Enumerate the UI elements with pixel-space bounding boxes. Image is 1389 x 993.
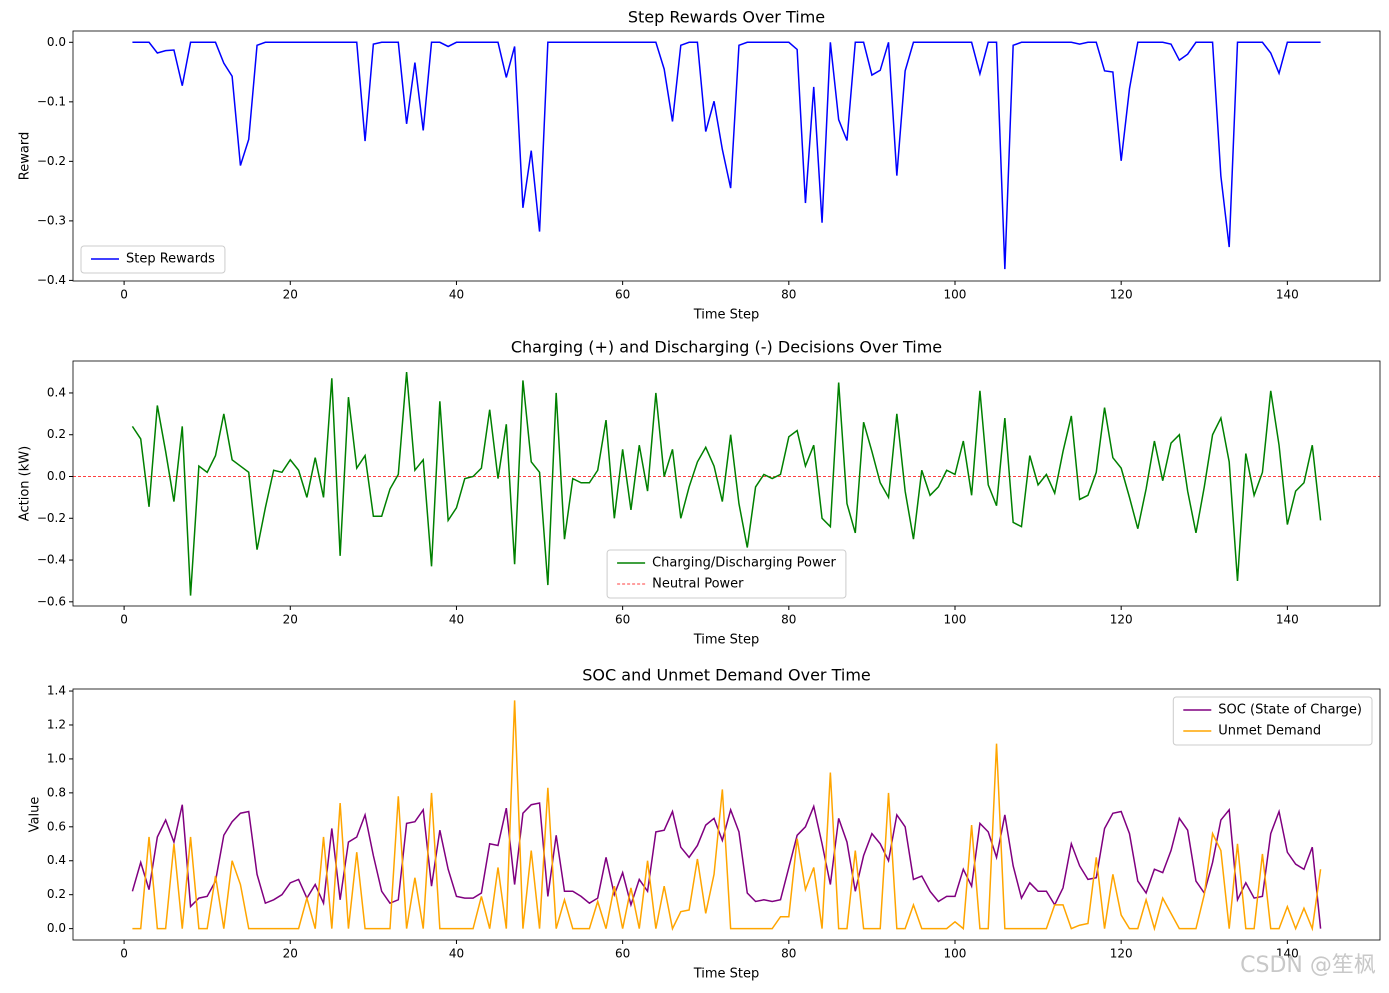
x-tick-label: 20 [283,288,298,302]
subplot: Step Rewards Over Time Time Step 0 20 40 60 80… [17,8,1381,323]
x-tick-label: 60 [615,288,630,302]
x-tick-label: 60 [615,947,630,961]
y-tick-label: 0.6 [47,819,66,833]
legend-box [1172,696,1373,746]
plot-frame [72,30,1381,282]
y-tick-label: 0.4 [47,853,66,867]
x-tick-label: 100 [944,288,967,302]
y-tick-label: 0.0 [47,35,66,49]
x-tick-label: 40 [449,288,464,302]
subplot: Charging (+) and Discharging (-) Decisio… [17,338,1381,648]
x-axis-label: Time Step [693,633,760,648]
legend-label: Charging/Discharging Power [652,556,836,571]
x-tick-label: 0 [120,613,128,627]
x-tick-label: 100 [944,947,967,961]
data-line [131,802,1322,929]
plot-frame [72,360,1381,607]
x-tick-label: 80 [781,288,796,302]
x-tick-label: 20 [283,613,298,627]
legend-label: SOC (State of Charge) [1218,703,1362,718]
watermark: CSDN @笙枫 [1240,953,1376,978]
legend-label: Step Rewards [126,252,215,267]
x-tick-label: 0 [120,947,128,961]
y-tick-label: 0.4 [47,385,66,399]
y-tick-label: 0.2 [47,887,66,901]
x-tick-label: 40 [449,613,464,627]
data-line [132,41,1321,270]
x-tick-label: 80 [781,613,796,627]
data-line [132,700,1322,932]
y-tick-label: 0.0 [47,921,66,935]
x-axis-label: Time Step [693,967,760,982]
x-tick-label: 120 [1110,613,1133,627]
legend: Step Rewards [80,245,226,274]
y-tick-label: 1.4 [47,684,66,698]
y-axis-label: Reward [17,132,32,180]
x-tick-label: 20 [283,947,298,961]
y-tick-label: 0.2 [47,427,66,441]
legend: SOC (State of Charge) Unmet Demand [1172,696,1373,746]
y-tick-label: −0.2 [37,154,66,168]
y-tick-label: 0.0 [47,469,66,483]
x-tick-label: 80 [781,947,796,961]
x-tick-label: 100 [944,613,967,627]
y-axis-label: Value [27,797,42,833]
y-tick-label: −0.4 [37,273,66,287]
x-tick-label: 120 [1110,947,1133,961]
y-tick-label: −0.1 [37,94,66,108]
y-tick-label: −0.4 [37,553,66,567]
y-tick-label: −0.2 [37,511,66,525]
y-tick-label: −0.3 [37,213,66,227]
x-tick-label: 140 [1276,947,1299,961]
x-tick-label: 0 [120,288,128,302]
subplot-title: SOC and Unmet Demand Over Time [582,666,871,685]
y-tick-label: 1.2 [47,717,66,731]
subplot: SOC and Unmet Demand Over Time Time Step 0… [27,666,1381,982]
legend-box [606,549,847,599]
x-tick-label: 140 [1276,613,1299,627]
x-tick-label: 40 [449,947,464,961]
legend-label: Unmet Demand [1218,724,1321,739]
legend-label: Neutral Power [652,577,744,592]
data-line [131,372,1322,596]
y-axis-label: Action (kW) [17,446,32,521]
legend: Charging/Discharging Power Neutral Power [606,549,847,599]
x-tick-label: 60 [615,613,630,627]
x-tick-label: 140 [1276,288,1299,302]
y-tick-label: 1.0 [47,751,66,765]
y-tick-label: −0.6 [37,594,66,608]
x-axis-label: Time Step [693,308,760,323]
legend-box [80,245,226,274]
subplot-title: Step Rewards Over Time [628,8,825,27]
x-tick-label: 120 [1110,288,1133,302]
subplot-title: Charging (+) and Discharging (-) Decisio… [511,338,942,357]
plot-frame [72,688,1381,941]
y-tick-label: 0.8 [47,785,66,799]
